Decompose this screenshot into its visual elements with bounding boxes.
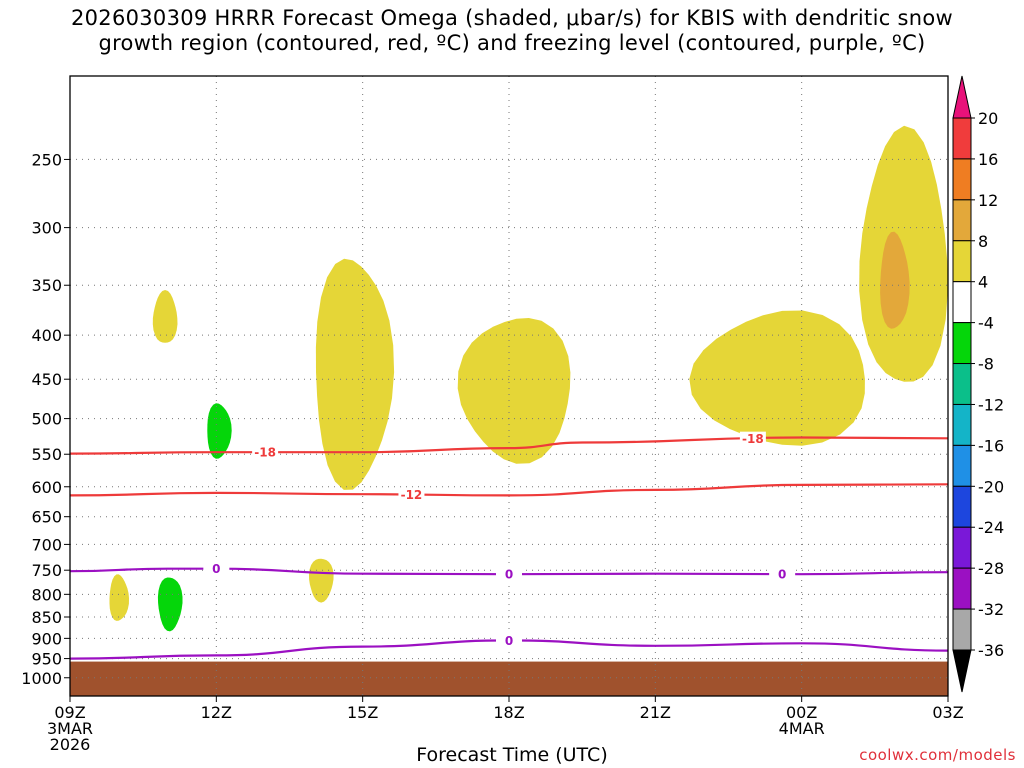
y-tick-label-700: 700 bbox=[31, 535, 62, 554]
contour-layer: -18 -18 -12 0 0 0 0 bbox=[69, 431, 949, 660]
colorbar-box-8 bbox=[952, 403, 972, 446]
y-tick-label-800: 800 bbox=[31, 585, 62, 604]
terrain-layer bbox=[70, 661, 948, 696]
colorbar: 20 16 12 8 4 -4 -8 -12 -16 -20 -24 -28 -32 -36 bbox=[952, 75, 1004, 693]
omega-region-2 bbox=[109, 574, 129, 621]
terrain-block bbox=[70, 661, 948, 696]
x-tick-label-15: 00Z bbox=[786, 703, 817, 722]
colorbar-box-1 bbox=[952, 117, 972, 160]
y-tick-label-850: 850 bbox=[31, 608, 62, 627]
colorbar-label-7: -12 bbox=[978, 395, 1004, 414]
colorbar-box-13 bbox=[952, 608, 972, 651]
contour-label-bg-0-1 bbox=[739, 431, 766, 446]
contour-label-0-0: -18 bbox=[254, 446, 276, 460]
omega-region-9 bbox=[207, 403, 232, 459]
contour-label-3-0: 0 bbox=[505, 634, 513, 648]
omega-region-1 bbox=[152, 290, 178, 343]
contour-label-2-2: 0 bbox=[778, 568, 786, 582]
omega-region-3 bbox=[315, 258, 395, 490]
contour-label-bg-2-2 bbox=[769, 567, 796, 582]
omega-region-5 bbox=[457, 318, 571, 464]
colorbar-label-3: 8 bbox=[978, 232, 988, 251]
credit-link[interactable]: coolwx.com/models bbox=[859, 746, 1016, 764]
x-tick-label-3: 12Z bbox=[201, 703, 232, 722]
colorbar-top-arrow bbox=[952, 75, 972, 119]
colorbar-box-7 bbox=[952, 363, 972, 405]
colorbar-label-1: 16 bbox=[978, 150, 998, 169]
colorbar-box-5 bbox=[952, 281, 972, 324]
colorbar-box-10 bbox=[952, 485, 972, 528]
colorbar-label-9: -20 bbox=[978, 477, 1004, 496]
colorbar-bottom-arrow bbox=[952, 649, 972, 693]
y-tick-label-600: 600 bbox=[31, 478, 62, 497]
colorbar-label-8: -16 bbox=[978, 436, 1004, 455]
contour-label-bg-3-0 bbox=[496, 633, 522, 648]
x-tick-label-6: 15Z bbox=[347, 703, 378, 722]
omega-region-8 bbox=[880, 231, 910, 329]
x-tick-label-0: 09Z bbox=[54, 703, 85, 722]
y-tick-label-400: 400 bbox=[31, 326, 62, 345]
x-tick-label-18: 03Z bbox=[932, 703, 963, 722]
contour-label-bg-2-1 bbox=[496, 567, 522, 582]
contour-label-0-1: -18 bbox=[742, 432, 764, 446]
colorbar-label-4: 4 bbox=[978, 273, 988, 292]
x-axis-label: Forecast Time (UTC) bbox=[416, 744, 608, 766]
colorbar-box-12 bbox=[952, 567, 972, 610]
contour-0 bbox=[69, 436, 949, 455]
y-tick-label-350: 350 bbox=[31, 276, 62, 295]
contour-label-bg-2-0 bbox=[203, 561, 230, 576]
colorbar-box-3 bbox=[952, 199, 972, 242]
colorbar-label-6: -8 bbox=[978, 355, 994, 374]
y-tick-label-550: 550 bbox=[31, 445, 62, 464]
y-tick-label-500: 500 bbox=[31, 410, 62, 429]
y-tick-label-950: 950 bbox=[31, 650, 62, 669]
omega-region-10 bbox=[157, 577, 183, 632]
chart-title-line2: growth region (contoured, red, ºC) and f… bbox=[98, 31, 926, 55]
colorbar-box-4 bbox=[952, 240, 972, 283]
contour-label-1-0: -12 bbox=[401, 488, 423, 502]
contour-1 bbox=[69, 483, 949, 497]
y-tick-label-450: 450 bbox=[31, 370, 62, 389]
x-tick-date-0: 3MAR bbox=[47, 719, 93, 738]
colorbar-label-12: -32 bbox=[978, 600, 1004, 619]
y-tick-label-900: 900 bbox=[31, 629, 62, 648]
contour-label-bg-0-0 bbox=[252, 445, 279, 460]
chart-title-line1: 2026030309 HRRR Forecast Omega (shaded, … bbox=[70, 6, 954, 30]
x-tick-date-15: 4MAR bbox=[779, 719, 825, 738]
axes-layer: 250 300 350 400 450 500 550 600 650 700 750 800 850 9… bbox=[21, 75, 964, 754]
y-tick-label-300: 300 bbox=[31, 219, 62, 238]
y-tick-label-750: 750 bbox=[31, 561, 62, 580]
contour-label-2-1: 0 bbox=[505, 568, 513, 582]
colorbar-box-9 bbox=[952, 444, 972, 487]
omega-region-6 bbox=[689, 310, 865, 446]
y-tick-label-650: 650 bbox=[31, 508, 62, 527]
colorbar-label-11: -28 bbox=[978, 559, 1004, 578]
x-tick-year-0: 2026 bbox=[50, 735, 91, 754]
y-tick-label-1000: 1000 bbox=[21, 669, 62, 688]
x-tick-label-12: 21Z bbox=[640, 703, 671, 722]
colorbar-box-2 bbox=[952, 158, 972, 201]
contour-label-bg-1-0 bbox=[398, 487, 425, 502]
contour-label-2-0: 0 bbox=[212, 562, 220, 576]
omega-region-4 bbox=[309, 558, 334, 603]
colorbar-label-10: -24 bbox=[978, 518, 1004, 537]
colorbar-box-6 bbox=[952, 322, 972, 365]
colorbar-label-5: -4 bbox=[978, 314, 994, 333]
omega-shaded-layer bbox=[109, 125, 948, 632]
colorbar-box-11 bbox=[952, 526, 972, 569]
colorbar-label-2: 12 bbox=[978, 191, 998, 210]
contour-2 bbox=[69, 567, 949, 576]
colorbar-label-13: -36 bbox=[978, 641, 1004, 660]
y-tick-label-250: 250 bbox=[31, 150, 62, 169]
x-tick-label-9: 18Z bbox=[493, 703, 524, 722]
colorbar-label-0: 20 bbox=[978, 109, 998, 128]
